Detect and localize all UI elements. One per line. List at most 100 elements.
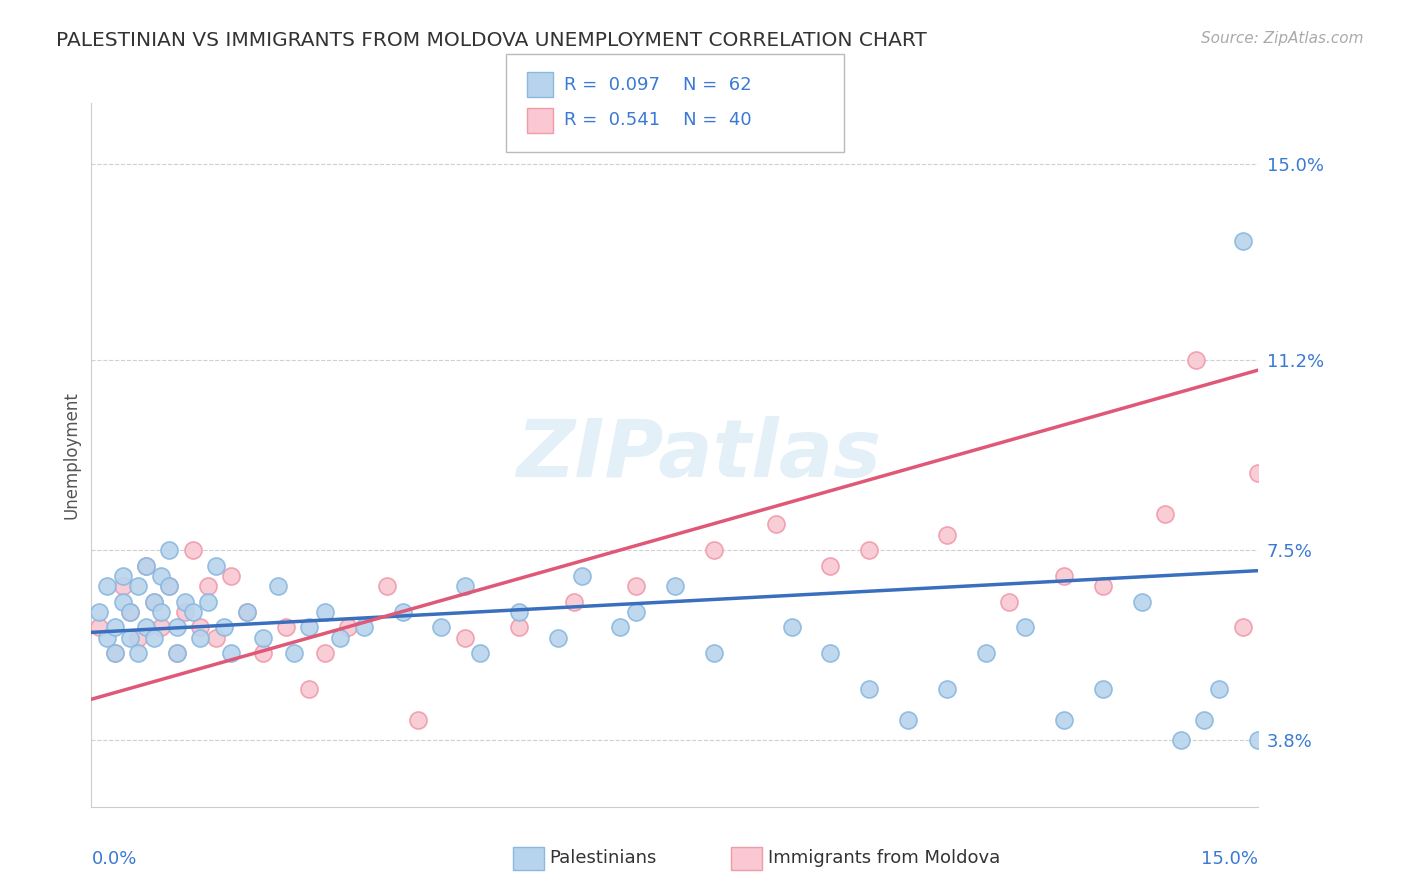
Point	[120, 631, 142, 645]
Point	[283, 646, 305, 660]
Point	[858, 681, 880, 696]
Point	[1091, 579, 1114, 593]
Text: R =  0.541    N =  40: R = 0.541 N = 40	[564, 112, 751, 129]
Point	[936, 527, 959, 541]
Point	[181, 605, 204, 619]
Point	[664, 579, 686, 593]
Point	[135, 620, 157, 634]
Text: Palestinians: Palestinians	[550, 849, 657, 867]
Point	[897, 713, 920, 727]
Point	[391, 605, 413, 619]
Point	[1170, 733, 1192, 747]
Point	[430, 620, 453, 634]
Point	[135, 558, 157, 573]
Point	[454, 631, 477, 645]
Point	[1232, 620, 1254, 634]
Point	[236, 605, 259, 619]
Point	[508, 620, 530, 634]
Point	[1154, 507, 1177, 521]
Point	[1053, 713, 1076, 727]
Point	[197, 594, 219, 608]
Point	[298, 620, 321, 634]
Point	[998, 594, 1021, 608]
Point	[936, 681, 959, 696]
Point	[89, 605, 111, 619]
Point	[157, 543, 180, 558]
Point	[353, 620, 375, 634]
Point	[127, 631, 149, 645]
Point	[89, 620, 111, 634]
Point	[375, 579, 398, 593]
Point	[780, 620, 803, 634]
Text: 15.0%: 15.0%	[1201, 849, 1258, 868]
Point	[127, 646, 149, 660]
Point	[571, 569, 593, 583]
Text: Immigrants from Moldova: Immigrants from Moldova	[768, 849, 1000, 867]
Point	[974, 646, 997, 660]
Point	[96, 631, 118, 645]
Point	[314, 605, 336, 619]
Point	[142, 594, 165, 608]
Point	[173, 605, 195, 619]
Point	[765, 517, 787, 532]
Point	[1232, 235, 1254, 249]
Point	[267, 579, 290, 593]
Point	[197, 579, 219, 593]
Point	[329, 631, 352, 645]
Point	[252, 631, 274, 645]
Point	[104, 646, 127, 660]
Point	[1053, 569, 1076, 583]
Point	[1247, 466, 1270, 480]
Point	[166, 646, 188, 660]
Point	[858, 543, 880, 558]
Text: Source: ZipAtlas.com: Source: ZipAtlas.com	[1201, 31, 1364, 46]
Point	[181, 543, 204, 558]
Point	[127, 579, 149, 593]
Point	[703, 543, 725, 558]
Point	[111, 594, 134, 608]
Point	[173, 594, 195, 608]
Point	[104, 646, 127, 660]
Point	[470, 646, 492, 660]
Y-axis label: Unemployment: Unemployment	[62, 391, 80, 519]
Text: ZIPatlas: ZIPatlas	[516, 416, 880, 494]
Point	[120, 605, 142, 619]
Point	[454, 579, 477, 593]
Point	[120, 605, 142, 619]
Point	[166, 646, 188, 660]
Point	[142, 594, 165, 608]
Point	[111, 579, 134, 593]
Point	[624, 579, 647, 593]
Point	[205, 631, 228, 645]
Point	[1208, 681, 1230, 696]
Point	[406, 713, 429, 727]
Point	[166, 620, 188, 634]
Point	[624, 605, 647, 619]
Point	[252, 646, 274, 660]
Point	[547, 631, 569, 645]
Point	[337, 620, 360, 634]
Point	[508, 605, 530, 619]
Point	[1014, 620, 1036, 634]
Point	[221, 569, 243, 583]
Point	[157, 579, 180, 593]
Point	[221, 646, 243, 660]
Point	[1185, 352, 1208, 367]
Point	[820, 558, 842, 573]
Text: PALESTINIAN VS IMMIGRANTS FROM MOLDOVA UNEMPLOYMENT CORRELATION CHART: PALESTINIAN VS IMMIGRANTS FROM MOLDOVA U…	[56, 31, 927, 50]
Point	[298, 681, 321, 696]
Point	[820, 646, 842, 660]
Point	[142, 631, 165, 645]
Point	[150, 620, 173, 634]
Text: 0.0%: 0.0%	[91, 849, 136, 868]
Point	[150, 605, 173, 619]
Point	[188, 631, 211, 645]
Point	[205, 558, 228, 573]
Point	[314, 646, 336, 660]
Point	[157, 579, 180, 593]
Point	[703, 646, 725, 660]
Point	[212, 620, 235, 634]
Point	[236, 605, 259, 619]
Point	[188, 620, 211, 634]
Point	[1192, 713, 1215, 727]
